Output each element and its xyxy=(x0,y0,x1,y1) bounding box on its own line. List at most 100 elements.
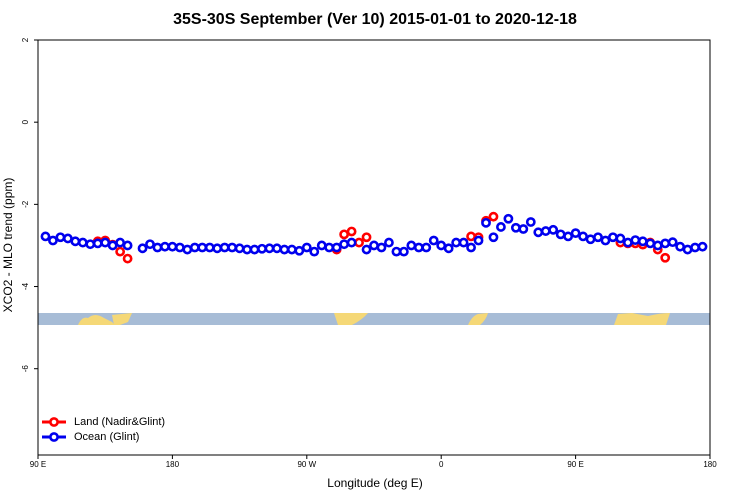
data-point xyxy=(667,237,678,248)
data-point xyxy=(85,239,96,250)
data-point xyxy=(413,242,424,253)
data-point xyxy=(540,226,551,236)
plot-frame xyxy=(37,39,711,456)
data-point xyxy=(160,241,170,252)
y-tick-label: -6 xyxy=(21,365,30,373)
x-tick-label: 180 xyxy=(166,460,180,469)
data-point xyxy=(555,229,566,240)
data-point xyxy=(361,244,372,255)
data-point xyxy=(242,244,252,255)
y-tick-label: -4 xyxy=(21,282,30,290)
data-point xyxy=(637,236,648,247)
y-tick-label: -2 xyxy=(21,200,30,208)
data-point xyxy=(697,241,708,252)
data-point xyxy=(122,240,133,251)
data-point xyxy=(406,240,417,251)
data-point xyxy=(451,237,462,248)
data-point xyxy=(585,234,596,245)
data-point xyxy=(570,228,581,239)
data-point xyxy=(361,232,372,243)
data-point xyxy=(675,241,686,252)
data-point xyxy=(40,231,51,242)
data-point xyxy=(660,252,671,263)
data-point xyxy=(436,240,447,251)
data-point xyxy=(496,222,506,232)
data-point xyxy=(608,232,618,243)
data-point xyxy=(652,240,663,251)
chart-title: 35S-30S September (Ver 10) 2015-01-01 to… xyxy=(173,11,577,28)
data-point xyxy=(197,242,208,253)
data-point xyxy=(227,242,238,253)
data-point xyxy=(518,224,529,234)
x-tick-label: 90 E xyxy=(567,460,583,469)
data-point xyxy=(174,242,185,253)
data-point xyxy=(279,244,290,255)
data-point xyxy=(466,231,476,242)
data-point xyxy=(249,244,260,255)
data-point xyxy=(473,235,484,246)
legend-marker xyxy=(49,432,59,442)
data-point xyxy=(70,236,81,247)
data-point xyxy=(324,242,335,253)
data-point xyxy=(690,242,700,253)
data-point xyxy=(525,217,536,227)
data-point xyxy=(593,232,603,243)
data-point xyxy=(115,246,126,257)
data-point xyxy=(503,213,514,224)
data-point xyxy=(182,244,193,255)
data-point xyxy=(55,232,66,243)
data-point xyxy=(272,243,282,254)
data-point xyxy=(578,231,588,242)
data-point xyxy=(100,237,111,248)
land-strip xyxy=(38,313,710,325)
legend-marker xyxy=(49,417,59,427)
data-point xyxy=(391,246,402,257)
data-point xyxy=(122,253,133,264)
data-point xyxy=(331,242,342,253)
data-point xyxy=(346,237,357,248)
data-point xyxy=(533,227,544,238)
data-point xyxy=(212,243,223,254)
data-point xyxy=(152,242,163,253)
legend-label: Land (Nadir&Glint) xyxy=(74,416,165,428)
data-point xyxy=(369,240,379,251)
y-axis-label: XCO2 - MLO trend (ppm) xyxy=(1,178,15,313)
data-point xyxy=(376,242,387,253)
data-point xyxy=(339,229,350,240)
data-point xyxy=(682,244,693,255)
data-point xyxy=(316,240,327,251)
data-point xyxy=(384,237,394,248)
data-point xyxy=(346,226,357,237)
data-point xyxy=(645,238,656,249)
data-point xyxy=(622,237,633,248)
data-point xyxy=(77,237,88,248)
data-point xyxy=(466,242,476,253)
data-point xyxy=(615,233,626,244)
data-point xyxy=(294,245,305,256)
data-point xyxy=(630,235,641,246)
data-point xyxy=(398,246,409,257)
y-tick-label: 0 xyxy=(21,119,30,124)
y-tick-label: 2 xyxy=(21,37,30,42)
data-point xyxy=(107,240,118,251)
data-point xyxy=(660,238,671,249)
data-point xyxy=(510,222,521,233)
x-tick-label: 90 E xyxy=(30,460,46,469)
data-point xyxy=(204,242,215,253)
data-point xyxy=(339,239,350,250)
data-point xyxy=(600,235,611,246)
data-point xyxy=(301,242,312,253)
x-axis-label: Longitude (deg E) xyxy=(327,476,422,490)
data-point xyxy=(443,243,454,254)
data-point xyxy=(219,242,230,253)
data-point xyxy=(92,238,103,249)
data-point xyxy=(167,241,178,252)
data-point xyxy=(488,232,499,243)
data-point xyxy=(488,211,499,222)
data-point xyxy=(257,243,267,254)
legend-label: Ocean (Glint) xyxy=(74,431,139,443)
data-point xyxy=(137,243,148,254)
data-point xyxy=(234,243,245,254)
data-point xyxy=(264,243,275,254)
